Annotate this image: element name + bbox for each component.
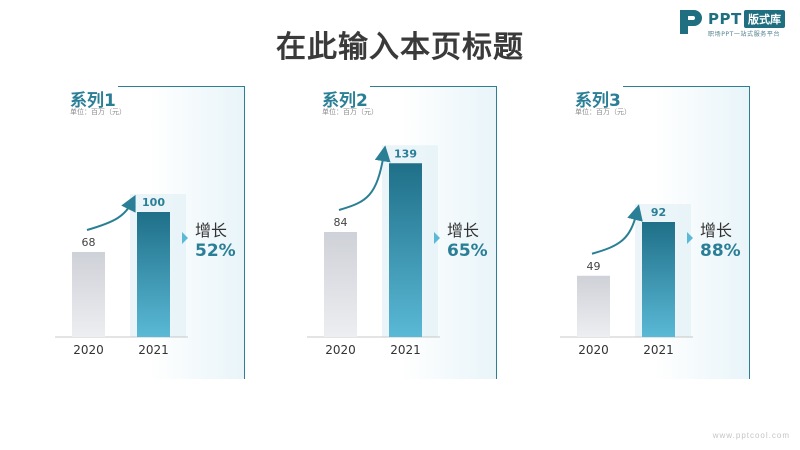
panel-unit: 单位：百万（元） xyxy=(70,108,126,116)
bar-2021 xyxy=(642,222,675,337)
panel-unit: 单位：百万（元） xyxy=(575,108,631,116)
chart-panel-3: 系列3 单位：百万（元） 49 2020 92 2021 增长 88% xyxy=(560,86,800,386)
panel-title: 系列2 xyxy=(322,86,370,111)
growth-value: 88% xyxy=(700,241,741,261)
tick-label: 2020 xyxy=(578,343,609,357)
tick-label: 2021 xyxy=(390,343,421,357)
logo-p-icon xyxy=(680,10,702,34)
bar-2020 xyxy=(324,232,357,337)
data-label: 68 xyxy=(82,236,96,249)
panel-unit: 单位：百万（元） xyxy=(322,108,378,116)
logo-badge: 版式库 xyxy=(744,10,785,28)
panel-title: 系列1 xyxy=(70,86,118,111)
bar-chart: 68 2020 100 2021 xyxy=(55,194,188,357)
growth-arrow xyxy=(591,204,643,255)
pointer-icon xyxy=(434,232,440,244)
data-label: 100 xyxy=(142,196,165,209)
page-title: 在此输入本页标题 xyxy=(276,30,524,65)
data-label: 139 xyxy=(394,147,417,160)
growth-label: 增长 xyxy=(447,221,480,240)
chart-panel-1: 系列1 单位：百万（元） 68 2020 100 2021 增长 52% xyxy=(55,86,320,386)
data-label: 49 xyxy=(587,260,601,273)
bar-2020 xyxy=(577,275,610,337)
data-label: 92 xyxy=(651,206,666,219)
data-label: 84 xyxy=(334,216,348,229)
bar-chart: 49 2020 92 2021 xyxy=(560,204,693,357)
watermark: www.pptcool.com xyxy=(712,431,790,440)
growth-label: 增长 xyxy=(195,221,228,240)
growth-arrow xyxy=(86,194,136,231)
growth-value: 52% xyxy=(195,241,236,261)
growth-arrow xyxy=(338,145,391,211)
panel-title: 系列3 xyxy=(575,86,623,111)
tick-label: 2020 xyxy=(325,343,356,357)
tick-label: 2020 xyxy=(73,343,104,357)
chart-panel-2: 系列2 单位：百万（元） 84 2020 139 2021 增长 65% xyxy=(307,86,572,386)
bar-2021 xyxy=(137,212,170,337)
pointer-icon xyxy=(687,232,693,244)
brand-logo: PPT 版式库 职场PPT一站式服务平台 xyxy=(677,8,797,38)
logo-slogan: 职场PPT一站式服务平台 xyxy=(708,31,781,38)
tick-label: 2021 xyxy=(138,343,169,357)
logo-text: PPT xyxy=(708,10,742,28)
bar-2021 xyxy=(389,163,422,337)
tick-label: 2021 xyxy=(643,343,674,357)
growth-label: 增长 xyxy=(700,221,733,240)
bar-2020 xyxy=(72,252,105,337)
pointer-icon xyxy=(182,232,188,244)
growth-value: 65% xyxy=(447,241,488,261)
bar-chart: 84 2020 139 2021 xyxy=(307,145,440,357)
